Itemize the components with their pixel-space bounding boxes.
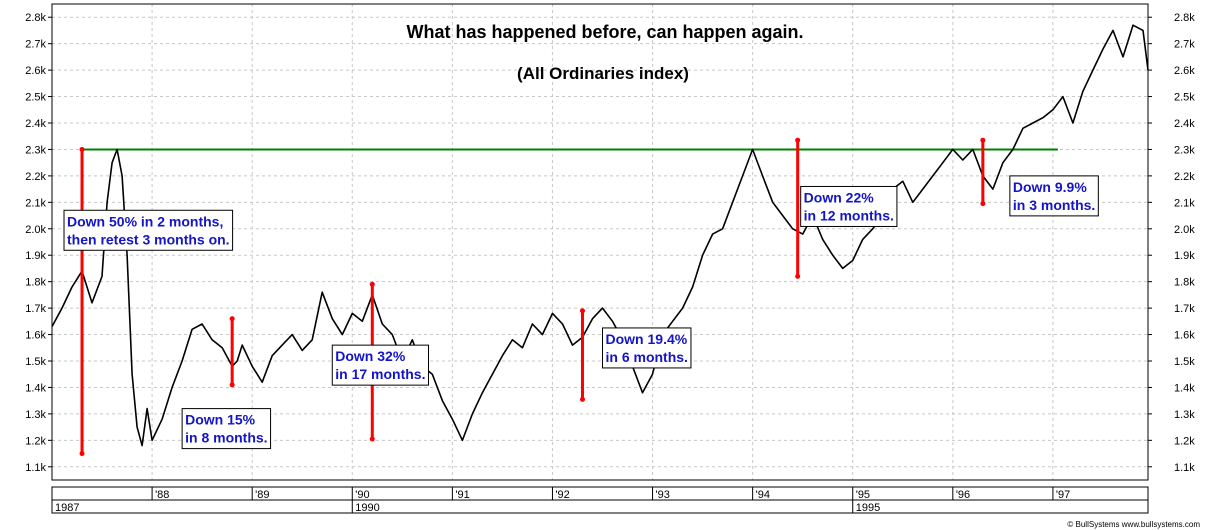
credit-text: © BullSystems www.bullsystems.com [1067,520,1200,529]
annotation-text: in 17 months. [335,366,425,382]
y-tick-label-right: 1.5k [1174,356,1195,368]
x-tick-label: '92 [555,489,569,501]
annotation-text: Down 19.4% [606,331,688,347]
annotation-box [181,408,272,450]
annotation-text: Down 32% [335,348,406,364]
drawdown-bar-bottom [79,451,85,457]
drawdown-bar-top [980,137,986,143]
y-tick-label-right: 1.6k [1174,330,1195,342]
y-tick-label: 2.3k [25,144,46,156]
drawdown-bar-bottom [229,382,235,388]
y-tick-label-right: 2.1k [1174,197,1195,209]
y-axis-right: 1.1k 1.2k 1.3k 1.4k 1.5k 1.6k 1.7k 1.8k 1.9k 2.0k… [1148,12,1195,474]
y-tick-label: 2.8k [25,12,46,24]
annotation-text: Down 50% in 2 months, [67,213,223,229]
annotation-box [1009,175,1099,217]
y-tick-label-right: 1.1k [1174,462,1195,474]
chart-subtitle: (All Ordinaries index) [517,64,689,83]
y-tick-label: 2.6k [25,65,46,77]
y-tick-label-right: 2.4k [1174,118,1195,130]
x-tick-label: '96 [956,489,970,501]
series-line [51,24,1149,447]
drawdown-bar-top [229,316,235,322]
plot-frame [51,3,1149,481]
x-axis: '88 '89 '90 '91 '92 '93 '94 '95 '96 '97 1987 1990 19… [51,486,1149,514]
y-tick-label: 1.4k [25,382,46,394]
y-tick-label: 1.9k [25,250,46,262]
era-label: 1990 [355,502,379,514]
x-tick-label: '93 [656,489,670,501]
x-tick-label: '88 [155,489,169,501]
y-tick-label: 2.1k [25,197,46,209]
drawdown-bar-top [79,146,85,152]
y-tick-label-right: 1.2k [1174,435,1195,447]
y-tick-label-right: 2.3k [1174,144,1195,156]
annotation-text: Down 15% [185,412,256,428]
x-tick-label: '91 [455,489,469,501]
annotation: Down 9.9% in 3 months. [1009,175,1099,217]
y-tick-label-right: 1.4k [1174,382,1195,394]
y-tick-label: 2.2k [25,171,46,183]
annotations: Down 50% in 2 months, then retest 3 month… [63,175,1099,450]
y-tick-label: 1.1k [25,462,46,474]
x-tick-label: '95 [856,489,870,501]
x-tick-label: '97 [1056,489,1070,501]
annotation-box [800,185,898,227]
x-tick-label: '94 [756,489,770,501]
annotation-box [63,209,234,251]
annotation: Down 32% in 17 months. [331,344,429,386]
y-tick-label-right: 2.6k [1174,65,1195,77]
era-label: 1995 [856,502,880,514]
annotation: Down 15% in 8 months. [181,408,272,450]
annotation-text: in 12 months. [804,207,894,223]
drawdown-bar-bottom [795,273,801,279]
y-tick-label: 1.6k [25,330,46,342]
y-tick-label: 2.7k [25,39,46,51]
y-tick-label: 1.2k [25,435,46,447]
y-tick-label-right: 1.7k [1174,303,1195,315]
annotation-text: then retest 3 months on. [67,231,230,247]
annotation: Down 19.4% in 6 months. [602,327,692,369]
y-tick-label-right: 2.7k [1174,39,1195,51]
y-tick-label-right: 1.9k [1174,250,1195,262]
annotation-text: Down 9.9% [1013,179,1087,195]
y-axis-left: 1.1k 1.2k 1.3k 1.4k 1.5k 1.6k 1.7k 1.8k 1.9k 2.0k… [25,12,52,474]
y-tick-label: 1.8k [25,277,46,289]
chart-title: What has happened before, can happen aga… [406,22,803,42]
era-label: 1987 [55,502,79,514]
annotation-text: Down 22% [804,189,875,205]
y-tick-label: 2.4k [25,118,46,130]
annotation-text: in 6 months. [606,349,688,365]
x-tick-label: '90 [355,489,369,501]
y-tick-label: 2.0k [25,224,46,236]
drawdown-bar-top [369,281,375,287]
y-tick-label-right: 2.8k [1174,12,1195,24]
y-tick-label: 1.3k [25,409,46,421]
annotation-box [602,327,692,369]
y-tick-label-right: 2.5k [1174,92,1195,104]
annotation-box [331,344,429,386]
y-tick-label-right: 2.2k [1174,171,1195,183]
annotation-text: in 3 months. [1013,197,1095,213]
annotation-text: in 8 months. [185,430,267,446]
y-tick-label: 2.5k [25,92,46,104]
y-tick-label: 1.5k [25,356,46,368]
y-tick-label-right: 1.8k [1174,277,1195,289]
series-line-group [51,24,1149,447]
x-tick-label: '89 [255,489,269,501]
annotation: Down 22% in 12 months. [800,185,898,227]
annotation: Down 50% in 2 months, then retest 3 month… [63,209,234,251]
drawdown-bar-bottom [369,436,375,442]
y-tick-label-right: 2.0k [1174,224,1195,236]
drawdown-bar-top [795,137,801,143]
y-tick-label-right: 1.3k [1174,409,1195,421]
drawdown-bar-bottom [980,201,986,207]
drawdown-bar-bottom [579,396,585,402]
drawdown-bar-top [579,308,585,314]
y-tick-label: 1.7k [25,303,46,315]
